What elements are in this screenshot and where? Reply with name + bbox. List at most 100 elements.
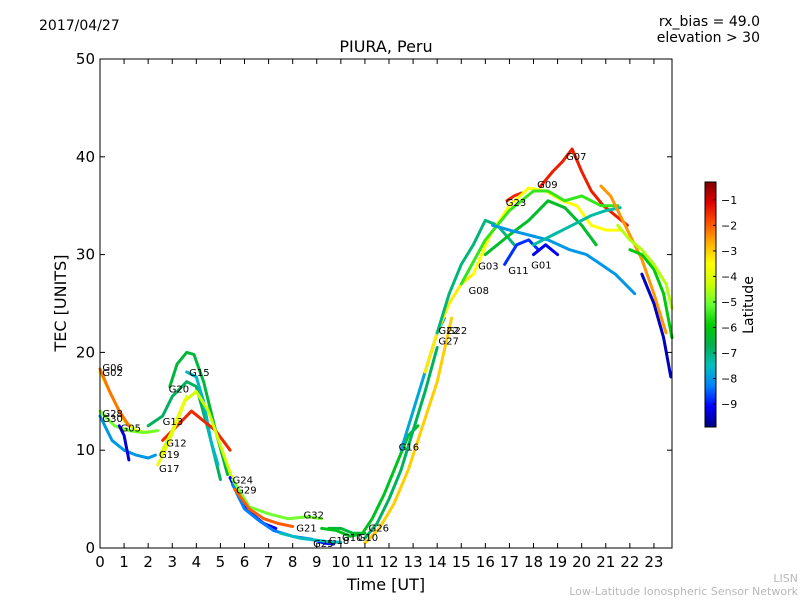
satellite-label-g07: G07 [566, 152, 586, 163]
series-line-g30 [98, 414, 157, 460]
satellite-label-g12: G12 [166, 438, 186, 449]
x-axis-label: Time [UT] [346, 575, 425, 594]
colorbar-tick-label: −8 [721, 373, 737, 386]
x-tick-label: 14 [428, 553, 447, 571]
satellite-label-g02: G02 [102, 368, 122, 379]
satellite-label-g01: G01 [531, 260, 551, 271]
satellite-label-g09: G09 [537, 180, 557, 191]
x-tick-label: 13 [404, 553, 423, 571]
satellite-label-g17: G17 [159, 464, 179, 475]
x-tick-label: 21 [596, 553, 615, 571]
satellite-label-g29: G29 [236, 485, 256, 496]
satellite-label-g13: G13 [163, 417, 183, 428]
colorbar-tick-label: −7 [721, 347, 737, 360]
satellite-label-g22: G22 [438, 326, 458, 337]
date-label: 2017/04/27 [39, 18, 120, 34]
series-line-g01 [532, 243, 560, 257]
x-tick-label: 11 [355, 553, 374, 571]
series-line-g35 [628, 248, 674, 340]
latitude-colorbar: −1 −2 −3 −4 −5 −6 −7 −8 −9 Latitude [704, 181, 757, 428]
series-line-g17 [156, 394, 189, 467]
satellite-label-g30: G30 [102, 414, 122, 425]
bias-info: rx_bias = 49.0 elevation > 30 [657, 14, 760, 46]
series-line-g37 [616, 223, 674, 310]
plot-frame [99, 58, 673, 549]
chart-title: PIURA, Peru [339, 37, 432, 56]
satellite-label-g24: G24 [233, 476, 253, 487]
satellite-label-g32: G32 [304, 511, 324, 522]
x-tick-label: 0 [95, 553, 105, 571]
series-line-g16 [363, 346, 439, 540]
series-line-g28 [98, 409, 160, 435]
x-tick-label: 2 [143, 553, 153, 571]
x-tick-label: 18 [524, 553, 543, 571]
footer-credit: LISN Low-Latitude Ionospheric Sensor Net… [569, 572, 798, 598]
series-line-g21 [233, 487, 295, 528]
satellite-label-g08: G08 [469, 286, 489, 297]
satellite-label-g21: G21 [296, 524, 316, 535]
y-tick-label: 40 [76, 148, 95, 166]
x-tick-label: 9 [312, 553, 322, 571]
series-line-g22 [363, 316, 454, 545]
satellite-label-g28: G28 [102, 409, 122, 420]
series-line-g31 [491, 223, 637, 296]
series-line-g36 [640, 272, 673, 379]
colorbar-tick-label: −3 [721, 245, 737, 258]
satellite-label-g03: G03 [478, 261, 498, 272]
series-line-g14 [483, 199, 598, 257]
satellite-label-g25: G25 [313, 539, 333, 550]
satellite-label-g05: G05 [121, 424, 141, 435]
x-tick-label: 10 [331, 553, 350, 571]
colorbar-label: Latitude [741, 276, 757, 334]
x-tick-label: 3 [167, 553, 177, 571]
x-tick-label: 5 [216, 553, 226, 571]
series-line-g18 [279, 531, 343, 544]
x-tick-label: 20 [572, 553, 591, 571]
x-tick-label: 17 [500, 553, 519, 571]
colorbar-tick-label: −6 [721, 321, 737, 334]
x-tick-label: 23 [644, 553, 663, 571]
satellite-label-g16: G16 [399, 442, 419, 453]
satellite-label-g26: G26 [369, 524, 389, 535]
series-line-g34 [599, 184, 668, 335]
satellite-label-g10: G10 [358, 533, 378, 544]
colorbar-tick-label: −1 [721, 194, 737, 207]
x-tick-label: 8 [288, 553, 298, 571]
satellite-label-g20: G20 [169, 385, 189, 396]
series-line-g26 [320, 424, 420, 538]
series-line-g33 [532, 206, 622, 247]
footer-network: Low-Latitude Ionospheric Sensor Network [569, 585, 798, 598]
series-line-g23 [505, 191, 523, 203]
x-tick-label: 12 [379, 553, 398, 571]
colorbar-gradient [704, 181, 717, 428]
x-tick-label: 7 [264, 553, 274, 571]
series-line-g03 [435, 218, 516, 335]
rx-bias-label: rx_bias = 49.0 [658, 14, 760, 30]
x-tick-label: 19 [548, 553, 567, 571]
elevation-label: elevation > 30 [656, 30, 760, 46]
series-line-g05 [117, 424, 131, 462]
satellite-label-g06: G06 [102, 363, 122, 374]
x-tick-label: 6 [240, 553, 250, 571]
series-line-g32 [231, 478, 324, 521]
colorbar-tick-label: −9 [721, 398, 737, 411]
series-line-g07 [539, 147, 629, 227]
x-tick-label: 22 [620, 553, 639, 571]
colorbar-tick-label: −5 [721, 296, 737, 309]
x-tick-label: 1 [119, 553, 129, 571]
satellite-label-g15: G15 [189, 368, 209, 379]
y-tick-label: 50 [76, 50, 95, 68]
satellite-label-g19: G19 [159, 450, 179, 461]
x-tick-label: 16 [476, 553, 495, 571]
y-tick-label: 0 [85, 539, 95, 557]
x-tick-label: 4 [192, 553, 202, 571]
series-line-g08 [423, 272, 475, 374]
y-axis-label: TEC [UNITS] [51, 255, 70, 353]
series-line-g06 [98, 367, 131, 428]
satellite-label-g18: G18 [329, 536, 349, 547]
y-tick-label: 10 [76, 441, 95, 459]
colorbar-tick-label: −4 [721, 270, 737, 283]
y-tick-label: 30 [76, 246, 95, 264]
satellite-label-g27: G27 [438, 337, 458, 348]
